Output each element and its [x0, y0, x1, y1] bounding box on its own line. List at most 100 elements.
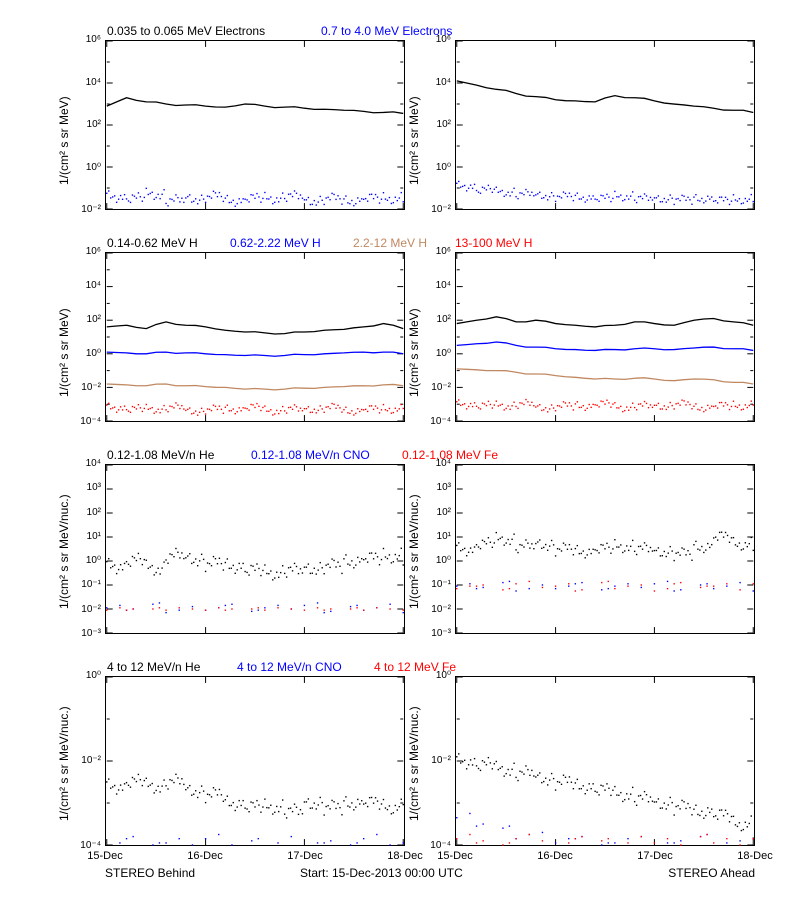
series-sparse: [106, 607, 404, 611]
ytick: 10²: [417, 314, 451, 325]
figure-root: 10⁻²10⁰10²10⁴10⁶1/(cm² s sr MeV)10⁻²10⁰1…: [0, 0, 800, 900]
xtick: 17-Dec: [637, 850, 672, 862]
bottom-center: Start: 15-Dec-2013 00:00 UTC: [300, 866, 463, 880]
xtick: 15-Dec: [87, 850, 122, 862]
plot-svg: [456, 465, 754, 633]
xtick: 17-Dec: [287, 850, 322, 862]
series-scatter: [456, 532, 754, 562]
panel-r3-c0: [105, 676, 405, 846]
panel-r1-c1: [455, 252, 755, 422]
ytick: 10²: [67, 119, 101, 130]
xtick: 18-Dec: [737, 850, 772, 862]
series-line: [457, 342, 753, 350]
series-scatter: [456, 399, 754, 413]
legend-3: 4 to 12 MeV/n CNO: [237, 660, 342, 674]
plot-svg: [456, 41, 754, 209]
series-line: [107, 322, 403, 334]
panel-r0-c1: [455, 40, 755, 210]
ytick: 10⁴: [417, 280, 451, 291]
ytick: 10²: [417, 507, 451, 518]
ytick: 10⁻²: [67, 755, 101, 766]
series-line: [107, 352, 403, 356]
ytick: 10⁴: [67, 458, 101, 469]
ytick: 10⁴: [67, 280, 101, 291]
ytick: 10⁰: [417, 348, 451, 359]
xtick: 16-Dec: [187, 850, 222, 862]
legend-3: 4 to 12 MeV Fe: [374, 660, 456, 674]
series-sparse: [456, 834, 754, 846]
plot-svg: [106, 41, 404, 209]
ylabel: 1/(cm² s sr MeV/nuc.): [57, 494, 71, 609]
ytick: 10⁻²: [67, 604, 101, 615]
legend-1: 2.2-12 MeV H: [353, 236, 427, 250]
legend-0: 0.035 to 0.065 MeV Electrons: [107, 24, 265, 38]
bottom-left: STEREO Behind: [105, 866, 195, 880]
ytick: 10⁰: [417, 555, 451, 566]
ytick: 10⁻²: [67, 382, 101, 393]
series-sparse: [119, 834, 404, 846]
legend-1: 0.62-2.22 MeV H: [230, 236, 321, 250]
legend-1: 13-100 MeV H: [455, 236, 532, 250]
series-line: [457, 369, 753, 384]
ytick: 10⁰: [67, 555, 101, 566]
ytick: 10⁻⁴: [417, 416, 451, 427]
ytick: 10²: [417, 119, 451, 130]
ylabel: 1/(cm² s sr MeV): [407, 308, 421, 397]
panel-r2-c0: [105, 464, 405, 634]
ytick: 10⁻¹: [417, 579, 451, 590]
series-scatter: [106, 402, 404, 416]
series-line: [107, 98, 403, 114]
xtick: 15-Dec: [437, 850, 472, 862]
plot-svg: [106, 677, 404, 845]
ytick: 10²: [67, 314, 101, 325]
ytick: 10⁻³: [417, 628, 451, 639]
series-line: [107, 384, 403, 390]
ytick: 10⁻⁴: [67, 416, 101, 427]
xtick: 18-Dec: [387, 850, 422, 862]
series-scatter: [456, 181, 754, 205]
ytick: 10⁰: [67, 348, 101, 359]
series-line: [457, 317, 753, 327]
ytick: 10¹: [67, 531, 101, 542]
ytick: 10³: [67, 482, 101, 493]
series-line: [457, 81, 753, 113]
ytick: 10⁻²: [67, 204, 101, 215]
legend-1: 0.14-0.62 MeV H: [107, 236, 198, 250]
panel-r2-c1: [455, 464, 755, 634]
panel-r0-c0: [105, 40, 405, 210]
bottom-right: STEREO Ahead: [668, 866, 755, 880]
ytick: 10⁶: [67, 34, 101, 45]
ytick: 10⁻²: [417, 755, 451, 766]
plot-svg: [106, 253, 404, 421]
plot-svg: [106, 465, 404, 633]
series-sparse: [456, 581, 754, 592]
series-scatter: [106, 548, 404, 581]
ylabel: 1/(cm² s sr MeV/nuc.): [407, 494, 421, 609]
ylabel: 1/(cm² s sr MeV/nuc.): [407, 706, 421, 821]
ytick: 10⁰: [67, 670, 101, 681]
ylabel: 1/(cm² s sr MeV/nuc.): [57, 706, 71, 821]
panel-r1-c0: [105, 252, 405, 422]
ylabel: 1/(cm² s sr MeV): [57, 96, 71, 185]
ylabel: 1/(cm² s sr MeV): [407, 96, 421, 185]
legend-2: 0.12-1.08 MeV Fe: [402, 448, 498, 462]
ytick: 10⁻²: [417, 382, 451, 393]
legend-2: 0.12-1.08 MeV/n He: [107, 448, 214, 462]
ytick: 10⁰: [417, 162, 451, 173]
series-scatter: [106, 774, 404, 819]
series-scatter: [456, 753, 754, 839]
series-sparse: [106, 602, 404, 613]
ytick: 10⁶: [67, 246, 101, 257]
ytick: 10⁻²: [417, 204, 451, 215]
panel-r3-c1: [455, 676, 755, 846]
ylabel: 1/(cm² s sr MeV): [57, 308, 71, 397]
ytick: 10³: [417, 482, 451, 493]
ytick: 10⁻¹: [67, 579, 101, 590]
ytick: 10⁻³: [67, 628, 101, 639]
series-sparse: [456, 581, 754, 592]
plot-svg: [456, 253, 754, 421]
series-scatter: [106, 188, 404, 207]
ytick: 10⁴: [67, 77, 101, 88]
xtick: 16-Dec: [537, 850, 572, 862]
plot-svg: [456, 677, 754, 845]
